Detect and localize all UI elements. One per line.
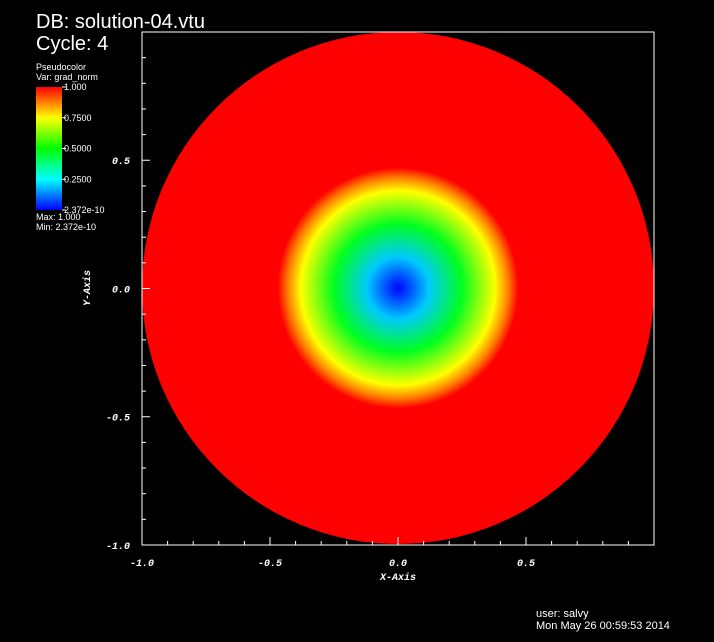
db-name: DB: solution-04.vtu: [36, 11, 205, 33]
y-axis-title: Y-Axis: [82, 270, 94, 306]
pseudocolor-plot: [142, 32, 654, 544]
date: Mon May 26 00:59:53 2014: [536, 620, 670, 632]
colorbar: [36, 87, 62, 210]
legend-label: 0.7500: [64, 113, 92, 123]
legend-label: 0.5000: [64, 144, 92, 154]
legend-min: Min: 2.372e-10: [36, 222, 96, 232]
legend-variable: Var: grad_norm: [36, 72, 98, 82]
y-tick-label: 0.0: [112, 285, 130, 296]
legend-max: Max: 1.000: [36, 212, 81, 222]
legend-label: 2.372e-10: [64, 205, 105, 215]
x-tick-label: -0.5: [258, 559, 282, 570]
x-axis-title: X-Axis: [379, 572, 416, 584]
y-tick-label: -1.0: [106, 542, 130, 553]
y-tick-label: -0.5: [106, 414, 130, 425]
x-tick-label: 0.0: [389, 559, 407, 570]
x-tick-label: -1.0: [130, 559, 154, 570]
cycle: Cycle: 4: [36, 33, 108, 55]
legend-label: 1.000: [64, 82, 87, 92]
legend-title: Pseudocolor: [36, 62, 86, 72]
legend-label: 0.2500: [64, 174, 92, 184]
user: user: salvy: [536, 608, 589, 620]
y-tick-label: 0.5: [112, 157, 130, 168]
x-tick-label: 0.5: [517, 559, 535, 570]
